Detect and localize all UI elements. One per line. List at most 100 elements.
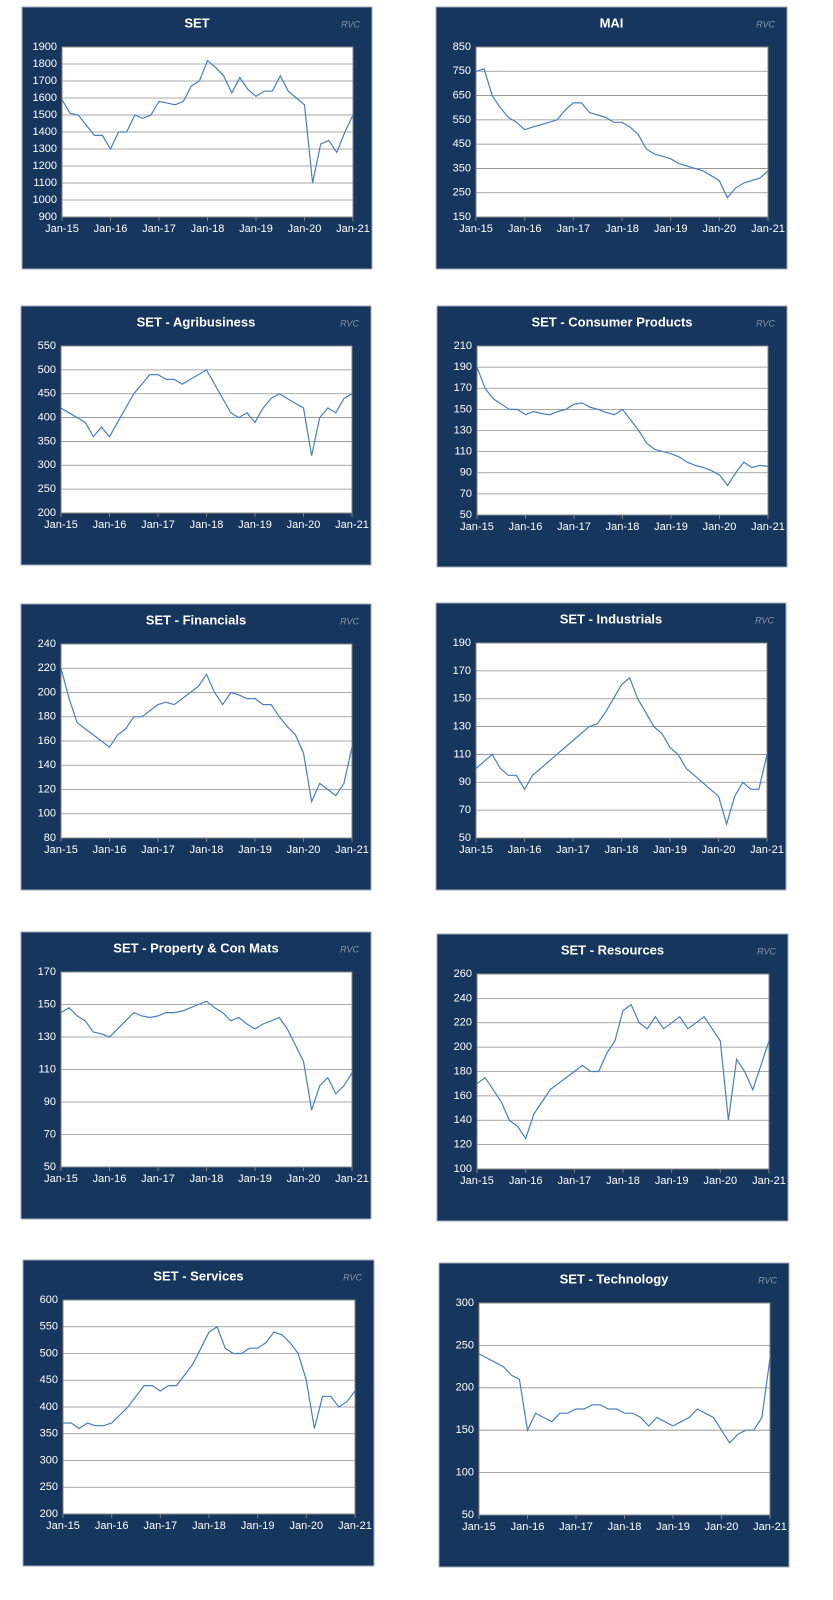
plot-area: [475, 642, 768, 839]
x-tick-label: Jan-21: [335, 844, 369, 856]
y-tick-label: 1400: [33, 126, 57, 138]
y-tick-label: 90: [459, 776, 471, 788]
y-tick-label: 550: [453, 114, 471, 126]
y-tick-label: 110: [38, 1063, 56, 1075]
y-tick-label: 70: [460, 488, 472, 500]
x-tick-label: Jan-20: [287, 844, 321, 856]
y-tick-label: 600: [40, 1294, 58, 1306]
x-tick-label: Jan-15: [44, 844, 78, 856]
x-tick-label: Jan-19: [653, 844, 687, 856]
y-tick-label: 90: [44, 1096, 56, 1108]
y-tick-label: 350: [453, 162, 471, 174]
x-tick-label: Jan-15: [459, 844, 493, 856]
x-tick-label: Jan-16: [93, 519, 127, 531]
data-line: [478, 1353, 771, 1444]
y-tick-label: 550: [40, 1321, 58, 1333]
y-tick-label: 190: [454, 361, 472, 373]
chart-title: SET - Industrials: [560, 611, 663, 626]
x-tick-label: Jan-21: [338, 1520, 372, 1532]
y-tick-label: 70: [459, 804, 471, 816]
watermark: RVC: [340, 318, 359, 328]
y-tick-label: 80: [44, 832, 56, 844]
y-tick-label: 650: [453, 89, 471, 101]
y-tick-label: 550: [38, 340, 56, 352]
data-line: [475, 68, 769, 199]
chart-title: SET - Services: [153, 1268, 243, 1283]
y-tick-label: 170: [453, 665, 471, 677]
x-tick-label: Jan-15: [45, 223, 79, 235]
chart-title: SET - Technology: [560, 1271, 670, 1286]
data-line: [476, 1003, 770, 1140]
x-tick-label: Jan-21: [753, 1521, 787, 1533]
x-tick-label: Jan-18: [605, 223, 639, 235]
chart-title: SET - Agribusiness: [137, 314, 256, 329]
y-tick-label: 220: [454, 1017, 472, 1029]
x-tick-label: Jan-16: [508, 844, 542, 856]
x-tick-label: Jan-16: [511, 1521, 545, 1533]
data-line: [476, 366, 769, 487]
y-tick-label: 90: [460, 467, 472, 479]
y-tick-label: 110: [454, 446, 472, 458]
x-tick-label: Jan-15: [46, 1520, 80, 1532]
y-tick-label: 130: [38, 1031, 56, 1043]
data-line: [60, 668, 353, 804]
y-tick-label: 250: [453, 187, 471, 199]
watermark: RVC: [758, 1275, 777, 1285]
watermark: RVC: [340, 616, 359, 626]
chart-title: SET: [184, 15, 209, 30]
y-tick-label: 200: [456, 1382, 474, 1394]
x-tick-label: Jan-17: [557, 223, 591, 235]
y-tick-label: 850: [453, 41, 471, 53]
x-tick-label: Jan-20: [705, 1521, 739, 1533]
watermark: RVC: [340, 944, 359, 954]
y-tick-label: 500: [40, 1347, 58, 1359]
plot-area: [475, 46, 769, 218]
x-tick-label: Jan-21: [751, 521, 785, 533]
y-tick-label: 220: [38, 662, 56, 674]
x-tick-label: Jan-21: [750, 844, 784, 856]
x-tick-label: Jan-17: [141, 844, 175, 856]
x-tick-label: Jan-19: [656, 1521, 690, 1533]
x-tick-label: Jan-19: [654, 521, 688, 533]
x-tick-label: Jan-16: [93, 1173, 127, 1185]
chart-title: MAI: [600, 15, 624, 30]
chart-panel: SET - Resources RVC 100 120 140 160 180 200 220 2…: [436, 933, 789, 1222]
y-tick-label: 240: [454, 992, 472, 1004]
x-tick-label: Jan-18: [606, 521, 640, 533]
x-tick-label: Jan-16: [509, 521, 543, 533]
x-tick-label: Jan-19: [655, 1175, 689, 1187]
chart-panel: SET - Property & Con Mats RVC 50 70 90 110 130…: [20, 931, 372, 1220]
x-tick-label: Jan-20: [287, 1173, 321, 1185]
x-tick-label: Jan-21: [752, 1175, 786, 1187]
y-tick-label: 130: [453, 720, 471, 732]
x-tick-label: Jan-16: [509, 1175, 543, 1187]
y-tick-label: 200: [38, 686, 56, 698]
y-tick-label: 160: [454, 1090, 472, 1102]
y-tick-label: 1800: [33, 58, 57, 70]
y-tick-label: 200: [38, 507, 56, 519]
chart-title: SET - Property & Con Mats: [113, 940, 278, 955]
data-line: [63, 1325, 356, 1430]
y-tick-label: 170: [38, 966, 56, 978]
y-tick-label: 1000: [33, 194, 57, 206]
x-tick-label: Jan-17: [559, 1521, 593, 1533]
y-tick-label: 70: [44, 1128, 56, 1140]
y-tick-label: 350: [40, 1428, 58, 1440]
y-tick-label: 1100: [33, 177, 57, 189]
watermark: RVC: [341, 19, 360, 29]
y-tick-label: 170: [454, 382, 472, 394]
chart-panel: SET - Consumer Products RVC 50 70 90 110 130 15…: [436, 305, 788, 568]
y-tick-label: 150: [454, 403, 472, 415]
plot-area: [478, 1302, 771, 1516]
x-tick-label: Jan-18: [605, 844, 639, 856]
y-tick-label: 50: [44, 1161, 56, 1173]
x-tick-label: Jan-15: [460, 521, 494, 533]
x-tick-label: Jan-21: [336, 223, 370, 235]
x-tick-label: Jan-19: [238, 519, 272, 531]
x-tick-label: Jan-19: [238, 1173, 272, 1185]
y-tick-label: 400: [40, 1401, 58, 1413]
x-tick-label: Jan-20: [702, 844, 736, 856]
chart-panel: SET - Services RVC 200 250 300 350 400 450 500 55…: [22, 1259, 375, 1567]
data-line: [61, 59, 354, 184]
